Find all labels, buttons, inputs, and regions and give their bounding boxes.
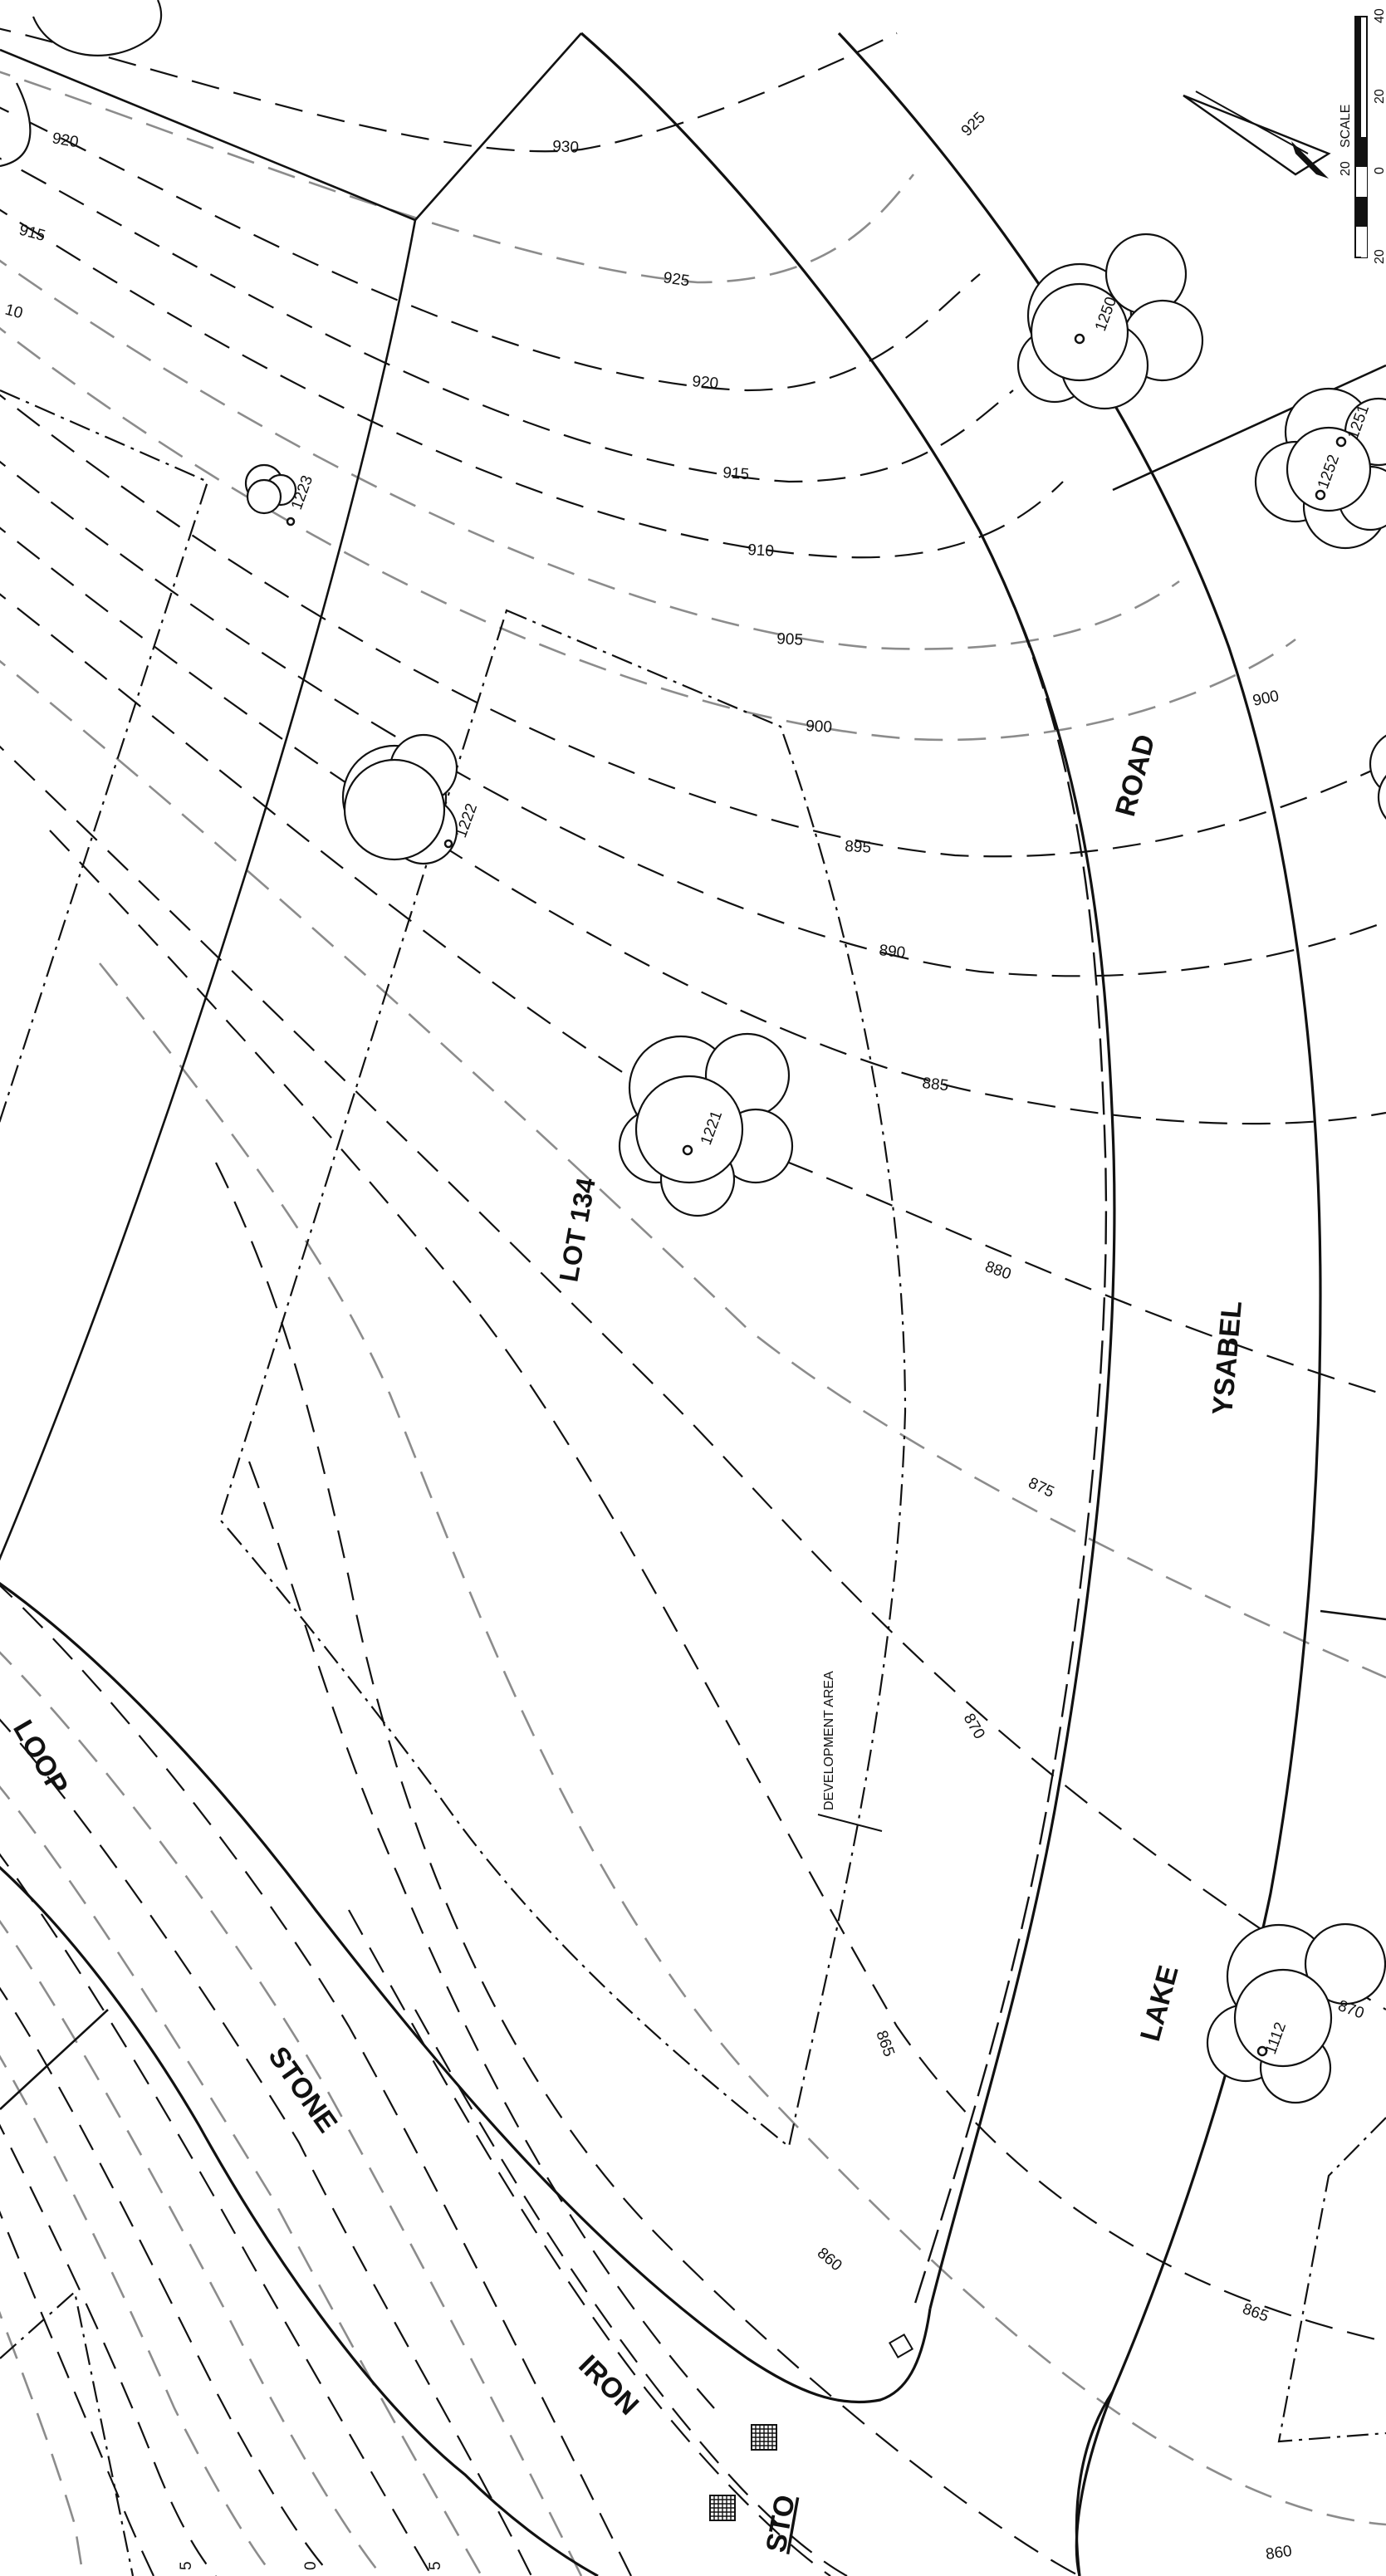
- contour-label-905: 905: [776, 630, 804, 649]
- scale-tick-0: 0: [1373, 167, 1386, 174]
- contour-label-860: 860: [814, 2245, 845, 2275]
- tree-1221: 1221: [618, 1032, 794, 1217]
- tree-1223-label: 1223: [288, 473, 316, 512]
- road-label-stone: STONE: [262, 2041, 343, 2138]
- lot-line-north: [414, 32, 582, 221]
- tree-partial-east: [1369, 734, 1386, 820]
- scale-tick-20-left: 20: [1339, 161, 1353, 176]
- scale-tick-40: 40: [1373, 8, 1386, 23]
- road-label-loop: LOOP: [7, 1715, 74, 1800]
- tree-1251-1252: 1252 1251: [1254, 387, 1386, 550]
- contour-label-edge-915: 915: [17, 222, 47, 245]
- contour-labels: 930 925 920 915 910 905 900 895 890 885 …: [3, 109, 1367, 2570]
- contour-label-right-925: 925: [958, 109, 989, 140]
- tree-edge-left: [0, 82, 32, 168]
- lot-line-northwest: [0, 48, 416, 222]
- contour-label-890: 890: [878, 942, 906, 962]
- scale-tick-20b: 20: [1373, 249, 1386, 264]
- lot-line-south: [0, 2009, 109, 2110]
- roads: [0, 32, 1322, 2576]
- contour-label-925: 925: [662, 269, 690, 290]
- lot-line-east-1: [1112, 364, 1386, 492]
- contour-label-right-865: 865: [1240, 2300, 1271, 2326]
- tree-1222: 1222: [341, 733, 481, 865]
- contour-label-880: 880: [982, 1258, 1013, 1284]
- steep-contours: [0, 1584, 848, 2576]
- lot-line-west: [0, 219, 417, 1561]
- tree-cluster-top-left: [32, 0, 163, 56]
- scale-label: SCALE: [1339, 105, 1353, 148]
- contour-label-right-860: 860: [1265, 2543, 1293, 2564]
- markers: [709, 2333, 914, 2521]
- ysabel-road-east-edge: [837, 32, 1322, 2576]
- bottom-edge-label-2: 0: [302, 2561, 320, 2570]
- road-label-sto: STO: [760, 2493, 801, 2555]
- scale-tick-20: 20: [1373, 89, 1386, 104]
- bottom-edge-label-3: 5: [427, 2561, 444, 2570]
- road-label-ysabel: YSABEL: [1207, 1300, 1248, 1417]
- contour-lines: [0, 27, 1386, 2576]
- contour-label-875: 875: [1026, 1474, 1057, 1501]
- scale-bar: 40 20 0 20 SCALE 20: [1339, 8, 1386, 264]
- development-area-leader: [817, 1814, 883, 1832]
- lot-lines: [0, 32, 1386, 2576]
- contour-label-edge-10: 10: [3, 301, 25, 323]
- bottom-edge-label-1: 5: [178, 2561, 195, 2570]
- north-arrow: [1183, 91, 1331, 179]
- tree-1222-label: 1222: [453, 801, 481, 840]
- contour-label-right-900: 900: [1251, 688, 1281, 710]
- drive-edge: [1075, 2391, 1114, 2576]
- contour-label-895: 895: [845, 838, 872, 857]
- survey-marker: [888, 2333, 914, 2359]
- development-area-label: DEVELOPMENT AREA: [822, 1671, 836, 1810]
- tree-1250: 1250: [1016, 233, 1204, 410]
- iron-stone-loop-edge-1: [0, 1582, 932, 2404]
- contour-label-910: 910: [747, 541, 775, 561]
- iron-stone-loop-edge-2: [0, 1865, 599, 2576]
- contour-label-920: 920: [692, 373, 719, 393]
- contour-label-915: 915: [722, 464, 750, 483]
- adjacent-boundary-southwest: [0, 2290, 135, 2576]
- contour-label-865: 865: [872, 2029, 898, 2059]
- development-area: DEVELOPMENT AREA: [218, 609, 907, 2148]
- contour-label-885: 885: [921, 1075, 949, 1095]
- road-label-lake: LAKE: [1134, 1962, 1185, 2045]
- trees: 1250 1252 1251 1223: [0, 0, 1386, 2104]
- tree-1112: 1112: [1206, 1922, 1386, 2104]
- lot-line-east-2: [1320, 1609, 1386, 1621]
- contour-label-870: 870: [960, 1711, 988, 1742]
- lot-label: LOT 134: [553, 1175, 600, 1284]
- adjacent-boundary-west: [0, 389, 209, 1124]
- contour-label-edge-920: 920: [51, 130, 80, 151]
- adjacent-boundary-east: [1277, 2117, 1386, 2443]
- text-labels: LOT 134 ROAD YSABEL LAKE LOOP STONE IRON…: [7, 732, 1248, 2555]
- contour-label-930: 930: [552, 138, 580, 157]
- road-label-iron: IRON: [572, 2349, 644, 2422]
- road-label-road: ROAD: [1109, 732, 1162, 820]
- contour-label-900: 900: [806, 717, 833, 737]
